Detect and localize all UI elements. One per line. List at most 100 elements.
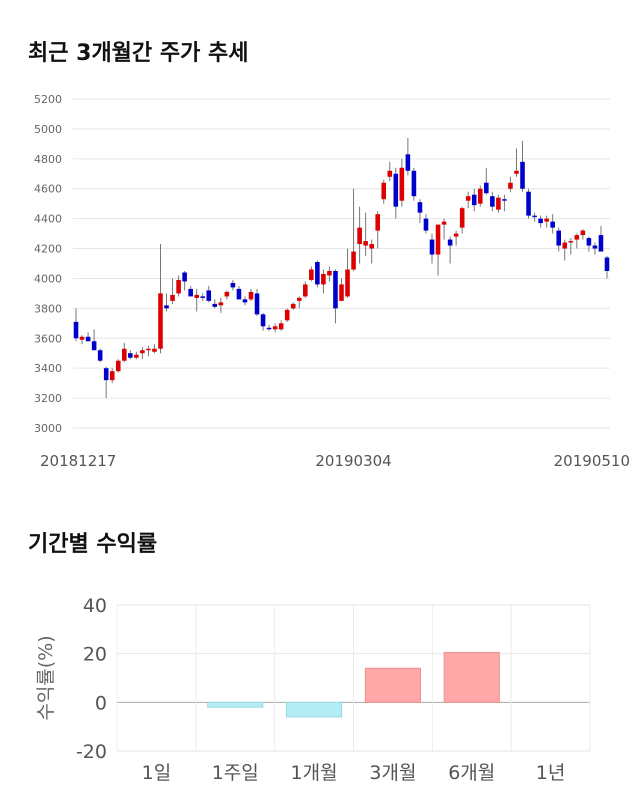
candle-body (188, 288, 193, 297)
y-tick-label: 0 (95, 692, 107, 714)
bar (364, 667, 422, 703)
y-tick-label: 3800 (34, 302, 62, 315)
candle-body (284, 309, 290, 321)
candle-body (363, 241, 368, 246)
y-tick-label: 4000 (34, 272, 62, 285)
x-tick-label: 1주일 (212, 762, 259, 784)
candle-body (248, 291, 254, 300)
y-tick-label: 3400 (34, 362, 62, 375)
candle-body (230, 282, 236, 288)
candle-body (242, 299, 248, 303)
candle-body (580, 230, 586, 236)
candle-body (471, 194, 477, 206)
y-tick-label: 4400 (34, 213, 62, 226)
candle-body (411, 170, 417, 197)
candle-body (128, 353, 133, 358)
candle-body (387, 170, 393, 177)
candle-body (339, 284, 344, 301)
candle-body (224, 291, 230, 297)
candle-body (532, 215, 537, 218)
candle-body (176, 279, 181, 294)
candle-body (586, 238, 592, 246)
y-tick-label: 5200 (34, 93, 62, 106)
candle-body (290, 303, 296, 309)
candle-body (206, 290, 212, 301)
bar (285, 701, 343, 718)
candle-body (484, 182, 489, 194)
x-tick-label: 20190304 (315, 452, 391, 470)
candle-body (115, 360, 121, 372)
candle-body (441, 221, 447, 225)
candle-body (459, 208, 465, 228)
candle-body (79, 336, 85, 340)
candle-body (526, 191, 531, 216)
candle-body (194, 294, 199, 298)
candle-body (369, 244, 374, 249)
candle-body (538, 218, 543, 224)
candle-body (309, 269, 314, 280)
candle-body (315, 262, 320, 285)
candle-body (345, 269, 350, 297)
candle-body (399, 167, 405, 201)
candle-body (544, 218, 549, 222)
candle-body (158, 293, 163, 349)
candle-body (103, 368, 109, 381)
candle-body (556, 230, 562, 246)
chart-title: 최근 3개월간 주가 추세 (28, 41, 248, 66)
candle-body (465, 196, 471, 201)
candle-body (140, 350, 145, 354)
candle-body (73, 321, 79, 339)
candle-body (296, 297, 302, 301)
candle-body (502, 199, 507, 201)
candle-body (164, 305, 169, 309)
candle-body (327, 270, 332, 276)
candle-body (260, 314, 266, 327)
x-tick-label: 6개월 (448, 762, 495, 784)
candle-body (97, 350, 103, 361)
candle-body (91, 341, 97, 351)
y-tick-label: 4200 (34, 243, 62, 256)
candle-body (321, 273, 326, 285)
y-tick-label: 3000 (34, 422, 62, 435)
candle-body (85, 336, 91, 342)
y-tick-label: 4600 (34, 183, 62, 196)
y-tick-label: -20 (76, 741, 107, 763)
candle-body (417, 202, 423, 213)
y-tick-label: 3200 (34, 392, 62, 405)
candle-body (357, 227, 362, 245)
x-tick-label: 20190510 (554, 452, 630, 470)
candle-body (496, 197, 501, 210)
candle-body (592, 245, 598, 249)
candle-body (423, 218, 429, 231)
candle-body (333, 270, 338, 309)
candle-body (550, 221, 555, 228)
candle-body (152, 348, 157, 352)
x-tick-label: 1일 (142, 762, 172, 784)
candle-body (447, 239, 453, 246)
candle-body (134, 354, 139, 358)
candle-body (604, 257, 610, 271)
candle-body (429, 239, 435, 255)
y-tick-label: 4800 (34, 153, 62, 166)
candle-body (218, 302, 224, 306)
candle-body (266, 327, 272, 330)
candle-body (121, 348, 127, 361)
candle-body (146, 348, 151, 351)
candle-body (182, 272, 187, 282)
candle-body (598, 235, 604, 252)
bar (443, 651, 500, 703)
candle-body (272, 326, 278, 330)
candle-body (574, 235, 580, 240)
candle-body (254, 293, 260, 315)
x-tick-label: 20181217 (40, 452, 116, 470)
chart-title: 기간별 수익률 (28, 532, 157, 557)
candle-body (514, 170, 519, 174)
candle-body (568, 241, 574, 243)
candle-body (393, 173, 399, 207)
candle-body (405, 154, 411, 171)
y-tick-label: 3600 (34, 332, 62, 345)
y-tick-label: 5000 (34, 123, 62, 136)
y-tick-label: 20 (83, 644, 107, 666)
x-tick-label: 1개월 (291, 762, 338, 784)
